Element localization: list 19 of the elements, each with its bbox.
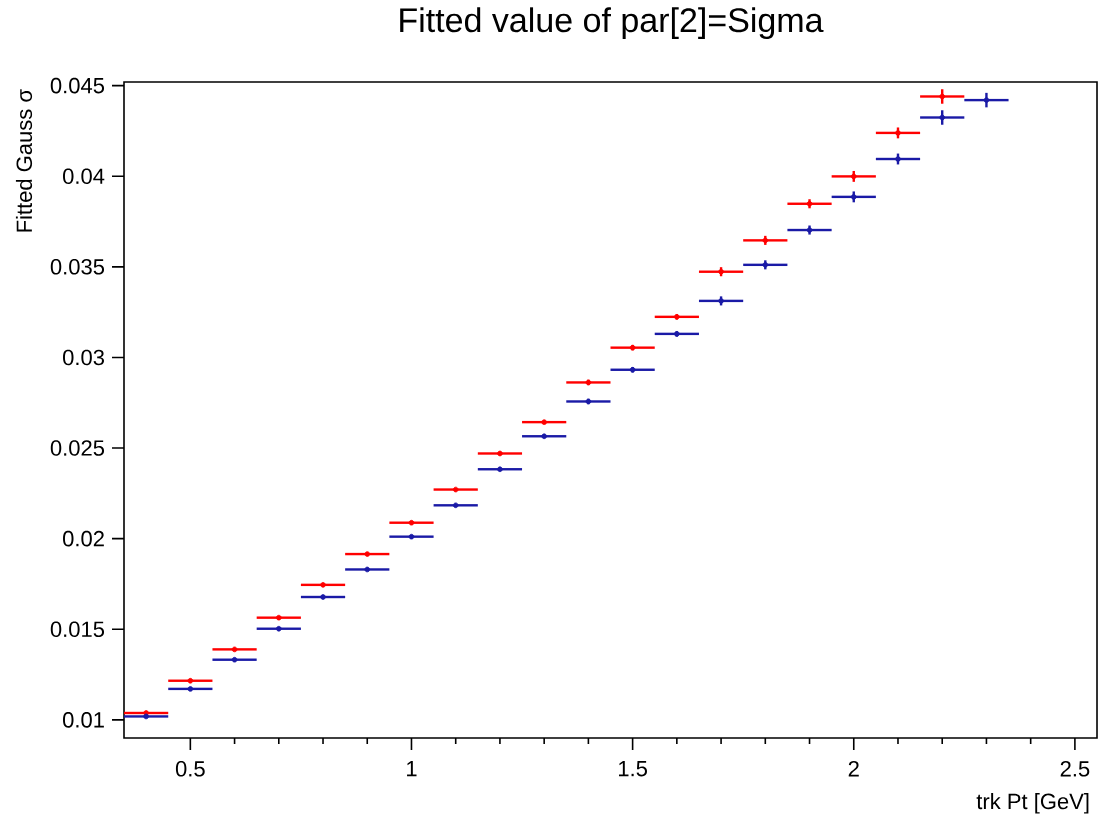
x-tick-label: 1 bbox=[407, 761, 417, 777]
point bbox=[983, 97, 990, 103]
y-tick-label: 0.04 bbox=[63, 168, 105, 185]
y-tick-label: 0.02 bbox=[63, 530, 104, 547]
x-tick-label: 1.5 bbox=[619, 761, 647, 777]
x-tick-label: 0.5 bbox=[175, 761, 205, 777]
x-tick-label: 2 bbox=[848, 761, 859, 777]
chart-title: Fitted value of par[2]=Sigma bbox=[400, 7, 824, 39]
y-tick-label: 0.015 bbox=[50, 621, 105, 638]
x-axis-title: trk Pt [GeV] bbox=[976, 793, 1089, 814]
x-tick-label: 2.5 bbox=[1060, 761, 1090, 777]
y-tick-label: 0.035 bbox=[50, 259, 105, 275]
y-tick-label: 0.025 bbox=[50, 440, 105, 456]
y-tick-label: 0.03 bbox=[63, 349, 104, 366]
y-tick-label: 0.045 bbox=[50, 77, 105, 94]
y-tick-label: 0.01 bbox=[63, 712, 104, 728]
y-axis-title: Fitted Gauss σ bbox=[15, 89, 33, 232]
point bbox=[939, 93, 946, 100]
point bbox=[939, 114, 946, 121]
